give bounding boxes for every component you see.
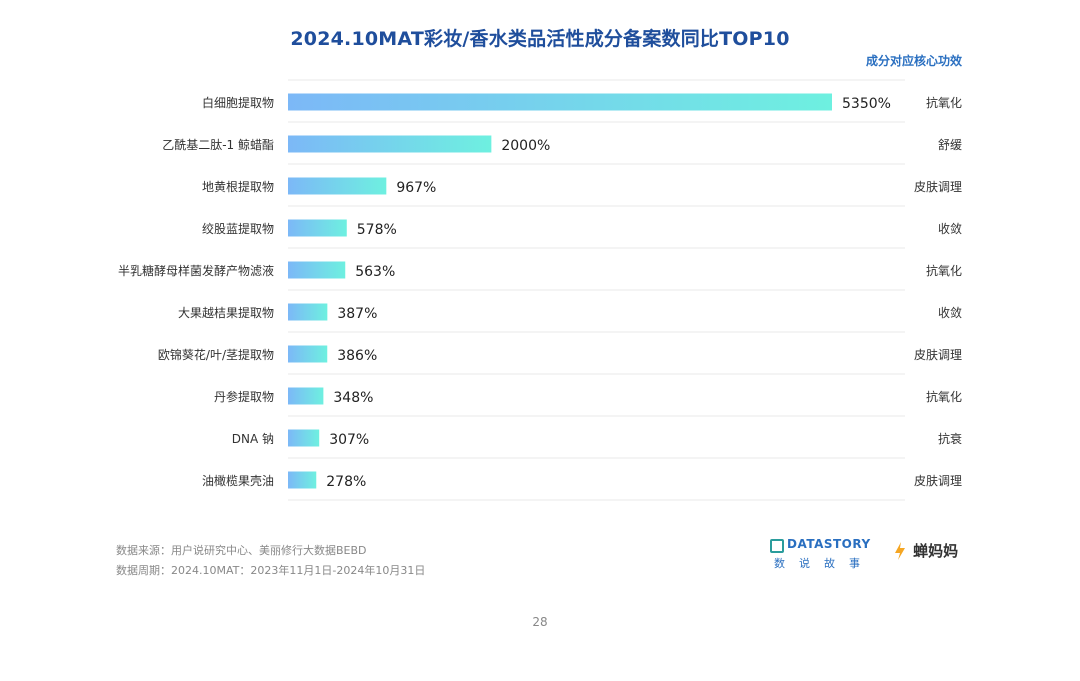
effect-label: 抗氧化 [926, 389, 962, 404]
data-period-text: 数据周期：2024.10MAT：2023年11月1日-2024年10月31日 [116, 564, 426, 577]
category-label: 乙酰基二肽-1 鲸蜡酯 [162, 137, 274, 152]
value-label: 386% [337, 348, 377, 364]
value-label: 387% [337, 306, 377, 322]
value-label: 307% [329, 432, 369, 448]
value-label: 2000% [501, 138, 550, 154]
category-label: 欧锦葵花/叶/茎提取物 [158, 347, 274, 362]
bar [288, 135, 492, 153]
effect-label: 皮肤调理 [914, 179, 962, 194]
category-label: 油橄榄果壳油 [202, 473, 274, 488]
bar [288, 177, 387, 195]
effect-label: 收敛 [938, 221, 962, 236]
category-label: 白细胞提取物 [202, 95, 274, 110]
bar [288, 93, 832, 111]
data-source-text: 数据来源：用户说研究中心、美丽修行大数据BEBD [116, 544, 367, 557]
effect-label: 抗氧化 [926, 95, 962, 110]
page-number: 28 [532, 615, 548, 629]
datastory-logo-icon [770, 539, 784, 553]
bar [288, 429, 320, 447]
effect-label: 抗氧化 [926, 263, 962, 278]
chanmama-logo-icon [895, 541, 905, 560]
category-label: 地黄根提取物 [202, 179, 274, 194]
value-label: 348% [333, 390, 373, 406]
effect-column-header: 成分对应核心功效 [865, 54, 962, 68]
effect-label: 皮肤调理 [914, 473, 962, 488]
page-title: 2024.10MAT彩妆/香水类品活性成分备案数同比TOP10 [290, 28, 790, 50]
value-label: 5350% [842, 96, 891, 112]
category-label: 半乳糖酵母样菌发酵产物滤液 [118, 263, 274, 278]
value-label: 563% [355, 264, 395, 280]
value-label: 967% [396, 180, 436, 196]
datastory-logo-name: DATASTORY [787, 537, 871, 551]
effect-label: 皮肤调理 [914, 347, 962, 362]
chanmama-logo-name: 蝉妈妈 [913, 542, 959, 560]
bar [288, 387, 324, 405]
category-label: 大果越桔果提取物 [178, 305, 274, 320]
chanmama-logo: 蝉妈妈 [892, 540, 958, 564]
effect-label: 抗衰 [938, 431, 962, 446]
bar [288, 345, 328, 363]
value-label: 278% [326, 474, 366, 490]
datastory-logo-sub: 数说故事 [774, 557, 874, 570]
bar [288, 219, 347, 237]
value-label: 578% [357, 222, 397, 238]
category-label: 丹参提取物 [214, 389, 274, 404]
effect-label: 收敛 [938, 305, 962, 320]
effect-label: 舒缓 [938, 138, 962, 152]
bar [288, 261, 346, 279]
bar [288, 471, 317, 489]
datastory-logo: DATASTORY 数说故事 [770, 537, 888, 571]
category-label: DNA 钠 [232, 431, 274, 446]
category-label: 绞股蓝提取物 [202, 221, 274, 236]
bar [288, 303, 328, 321]
